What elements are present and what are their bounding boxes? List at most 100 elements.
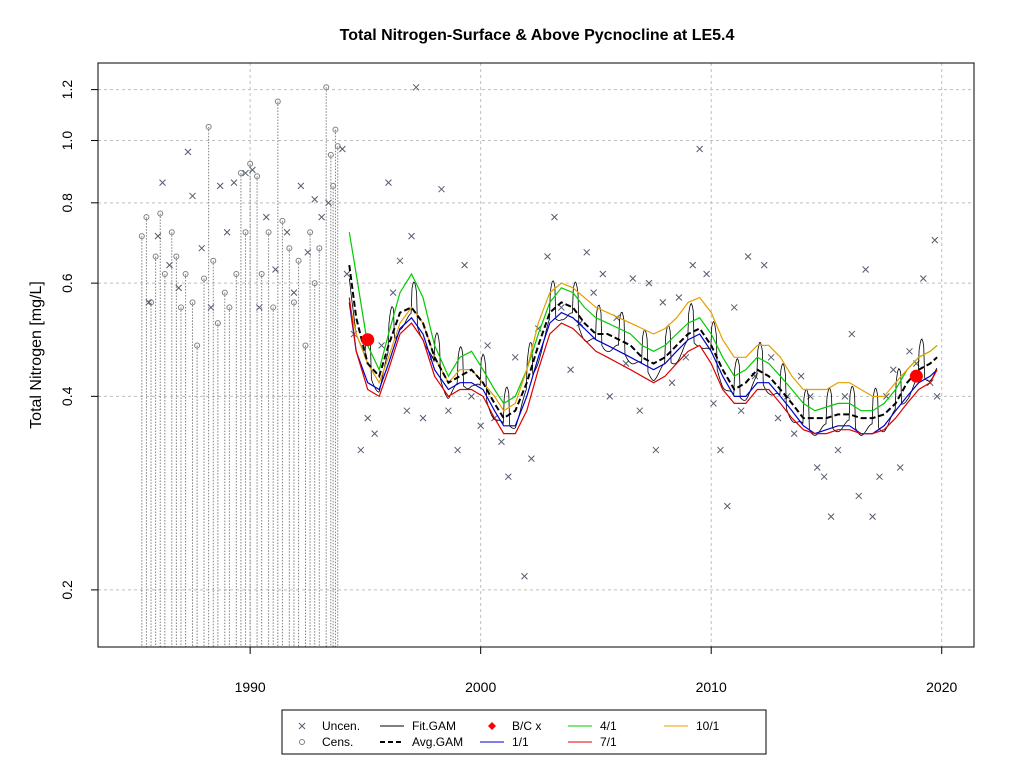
uncensored-point — [364, 414, 372, 422]
uncensored-point — [385, 179, 392, 186]
y-axis: 0.2 0.4 0.6 0.8 1.0 1.2 — [59, 80, 98, 600]
censored-point — [143, 214, 150, 221]
uncensored-point — [696, 145, 704, 153]
censored-point — [210, 257, 217, 264]
uncensored-point — [790, 430, 798, 437]
y-tick-label: 0.8 — [59, 193, 75, 213]
uncensored-point — [730, 304, 738, 311]
uncensored-point — [876, 473, 883, 481]
uncensored-point — [590, 289, 597, 296]
censored-point — [332, 126, 339, 133]
series-line-s101 — [348, 282, 938, 412]
series-lines — [348, 232, 938, 435]
uncensored-point — [378, 342, 385, 349]
uncensored-point — [551, 213, 558, 221]
uncensored-point — [184, 148, 192, 156]
censored-point — [330, 182, 337, 189]
censored-point — [295, 257, 302, 264]
x-tick-label: 2020 — [926, 679, 957, 695]
uncensored-point — [869, 513, 876, 520]
uncensored-point — [438, 185, 445, 193]
uncensored-point — [710, 400, 717, 407]
uncensored-point — [216, 182, 224, 190]
censored-point — [138, 233, 145, 240]
uncensored-point — [583, 248, 591, 256]
uncensored-point — [230, 179, 238, 186]
uncensored-point — [606, 392, 614, 400]
uncensored-point — [371, 430, 378, 437]
uncensored-point — [389, 289, 397, 296]
y-tick-label: 1.0 — [59, 131, 75, 151]
series-line-s71 — [348, 297, 938, 435]
uncensored-point — [848, 330, 856, 338]
y-tick-label: 1.2 — [59, 80, 75, 100]
censored-point — [274, 98, 281, 105]
fit-gam-line — [348, 278, 938, 436]
uncensored-point — [318, 213, 325, 221]
censored-point — [247, 160, 254, 167]
uncensored-point — [723, 502, 731, 510]
uncensored-point — [297, 182, 305, 190]
uncensored-point — [159, 179, 166, 186]
uncensored-point — [357, 446, 365, 454]
uncensored-point — [652, 446, 660, 454]
uncensored-point — [675, 294, 683, 301]
uncensored-point — [166, 261, 173, 269]
uncensored-point — [689, 261, 697, 269]
uncensored-point — [659, 299, 667, 306]
uncensored-point — [841, 392, 849, 400]
uncensored-point — [290, 289, 298, 296]
uncensored-point — [484, 342, 491, 349]
uncensored-point — [249, 166, 256, 174]
censored-point — [177, 304, 184, 311]
uncensored-point — [813, 464, 821, 471]
censored-point — [168, 229, 175, 236]
y-tick-label: 0.2 — [59, 580, 75, 600]
censored-point — [182, 270, 189, 277]
uncensored-point — [396, 257, 404, 265]
censored-point — [242, 229, 249, 236]
censored-point — [226, 304, 233, 311]
legend-label-s11: 1/1 — [512, 735, 529, 749]
censored-point — [201, 275, 208, 282]
uncensored-point — [325, 199, 332, 207]
legend-label-bc: B/C x — [512, 719, 541, 733]
uncensored-point — [931, 236, 939, 244]
censored-point — [334, 143, 341, 150]
legend-symbol-cens — [299, 739, 305, 745]
uncensored-point — [862, 266, 870, 273]
censored-point — [157, 210, 164, 217]
y-tick-label: 0.4 — [59, 386, 75, 406]
uncensored-point — [145, 299, 153, 306]
legend-label-s101: 10/1 — [696, 719, 720, 733]
uncensored-point — [412, 83, 420, 91]
uncensored-point — [175, 284, 183, 292]
censored-point — [270, 304, 277, 311]
uncensored-points — [145, 83, 941, 580]
uncensored-point — [797, 372, 805, 380]
uncensored-point — [498, 438, 505, 446]
censored-point — [327, 151, 334, 158]
uncensored-point — [242, 169, 249, 177]
uncensored-point — [834, 446, 842, 454]
x-tick-label: 1990 — [235, 679, 266, 695]
legend-label-uncen: Uncen. — [322, 719, 360, 733]
uncensored-point — [889, 366, 897, 374]
uncensored-point — [272, 266, 279, 273]
legend-label-fit: Fit.GAM — [412, 719, 456, 733]
uncensored-point — [717, 446, 724, 454]
fit-gam-path — [348, 278, 938, 436]
uncensored-point — [419, 414, 427, 422]
legend-box — [281, 709, 767, 755]
bc-point — [361, 333, 375, 347]
uncensored-point — [774, 414, 782, 422]
uncensored-point — [207, 304, 215, 311]
censored-point — [233, 270, 240, 277]
censored-point — [265, 229, 272, 236]
uncensored-point — [343, 270, 351, 278]
censored-point — [323, 84, 330, 91]
uncensored-point — [304, 248, 312, 256]
x-axis: 1990 2000 2010 2020 — [235, 647, 958, 695]
uncensored-point — [154, 232, 162, 240]
